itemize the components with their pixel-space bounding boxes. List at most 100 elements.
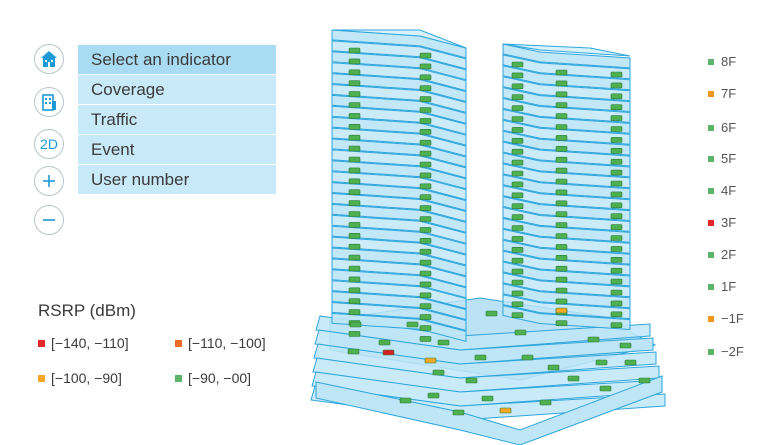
signal-marker bbox=[610, 191, 623, 198]
floor-view-button[interactable] bbox=[34, 87, 64, 117]
signal-marker bbox=[499, 407, 512, 414]
signal-marker bbox=[555, 276, 568, 283]
floor-item-7f[interactable]: 7F bbox=[708, 86, 736, 101]
signal-marker bbox=[348, 102, 361, 108]
view-2d-button[interactable]: 2D bbox=[34, 129, 64, 159]
signal-marker bbox=[610, 235, 623, 241]
signal-marker bbox=[610, 278, 623, 285]
signal-marker bbox=[610, 213, 623, 219]
signal-marker bbox=[599, 385, 612, 392]
right-tower-floor bbox=[502, 43, 631, 69]
zoom-in-button[interactable] bbox=[34, 166, 64, 196]
signal-marker bbox=[511, 148, 524, 155]
signal-marker bbox=[378, 339, 391, 346]
signal-marker bbox=[406, 321, 419, 328]
signal-marker bbox=[348, 298, 361, 305]
signal-marker bbox=[555, 244, 568, 250]
right-tower-floor bbox=[502, 54, 631, 80]
legend-item: [−100, −90] bbox=[38, 370, 122, 386]
signal-marker bbox=[555, 320, 568, 327]
signal-marker bbox=[347, 348, 360, 355]
signal-marker bbox=[610, 289, 623, 296]
floor-item-1f[interactable]: 1F bbox=[708, 279, 736, 294]
menu-item-user-number[interactable]: User number bbox=[78, 165, 276, 195]
signal-marker bbox=[610, 158, 623, 165]
right-tower-roof bbox=[502, 43, 631, 57]
signal-marker bbox=[419, 248, 432, 255]
signal-marker bbox=[587, 336, 600, 343]
floor-item-3f[interactable]: 3F bbox=[708, 215, 736, 230]
left-tower-roof bbox=[331, 29, 467, 49]
legend-swatch bbox=[38, 374, 45, 382]
signal-marker bbox=[348, 233, 361, 239]
signal-marker bbox=[419, 74, 432, 81]
indicator-menu: Select an indicator Coverage Traffic Eve… bbox=[78, 45, 276, 195]
signal-marker bbox=[348, 156, 361, 163]
signal-marker bbox=[555, 178, 568, 185]
signal-marker bbox=[610, 202, 623, 209]
building-3d-button[interactable] bbox=[34, 44, 64, 74]
signal-marker bbox=[511, 170, 524, 177]
signal-marker bbox=[348, 265, 361, 272]
floor-item-6f[interactable]: 6F bbox=[708, 120, 736, 135]
menu-item-select-indicator[interactable]: Select an indicator bbox=[78, 45, 276, 75]
signal-marker bbox=[638, 377, 651, 384]
floor-item-b1[interactable]: −1F bbox=[708, 311, 744, 326]
signal-marker bbox=[511, 236, 524, 242]
signal-marker bbox=[419, 118, 432, 124]
signal-marker bbox=[349, 321, 362, 328]
signal-marker bbox=[511, 203, 524, 209]
signal-marker bbox=[348, 331, 361, 337]
floor-item-8f[interactable]: 8F bbox=[708, 54, 736, 69]
signal-marker bbox=[419, 259, 432, 266]
signal-marker bbox=[511, 127, 524, 133]
signal-marker bbox=[555, 298, 568, 305]
right-tower-floor bbox=[502, 283, 631, 309]
signal-marker bbox=[419, 161, 432, 168]
signal-marker bbox=[555, 124, 568, 130]
signal-marker bbox=[348, 222, 361, 228]
signal-marker bbox=[511, 279, 524, 286]
signal-marker bbox=[610, 93, 623, 100]
right-tower-floor bbox=[502, 86, 631, 113]
floor-item-2f[interactable]: 2F bbox=[708, 247, 736, 262]
zoom-out-button[interactable] bbox=[34, 205, 64, 235]
podium-base bbox=[315, 375, 663, 445]
floor-item-b2[interactable]: −2F bbox=[708, 344, 744, 359]
left-tower-floor bbox=[331, 40, 467, 70]
right-tower-floor bbox=[502, 141, 631, 167]
menu-item-coverage[interactable]: Coverage bbox=[78, 75, 276, 105]
signal-marker bbox=[419, 205, 432, 211]
legend-swatch bbox=[38, 339, 45, 347]
signal-marker bbox=[610, 82, 623, 89]
right-tower-floor bbox=[502, 239, 631, 265]
right-tower-floor bbox=[502, 119, 631, 145]
signal-marker bbox=[419, 129, 432, 135]
signal-marker bbox=[610, 180, 623, 187]
menu-item-traffic[interactable]: Traffic bbox=[78, 105, 276, 135]
signal-marker bbox=[555, 255, 568, 261]
signal-marker bbox=[419, 52, 432, 59]
signal-marker bbox=[348, 80, 361, 86]
signal-marker bbox=[555, 307, 568, 314]
signal-marker bbox=[474, 354, 487, 361]
signal-marker bbox=[555, 211, 568, 217]
signal-marker bbox=[419, 292, 432, 299]
right-tower-floor bbox=[502, 174, 631, 200]
signal-marker bbox=[511, 94, 524, 100]
signal-marker bbox=[419, 314, 432, 320]
signal-marker bbox=[610, 169, 623, 176]
floor-item-4f[interactable]: 4F bbox=[708, 183, 736, 198]
signal-markers bbox=[347, 47, 651, 416]
signal-marker bbox=[610, 322, 623, 329]
signal-marker bbox=[348, 287, 361, 294]
signal-marker bbox=[432, 369, 445, 376]
signal-marker bbox=[511, 214, 524, 220]
signal-marker bbox=[419, 63, 432, 70]
signal-marker bbox=[610, 267, 623, 274]
right-tower-floor bbox=[502, 130, 631, 156]
signal-marker bbox=[539, 399, 552, 406]
signal-marker bbox=[555, 80, 568, 87]
floor-item-5f[interactable]: 5F bbox=[708, 151, 736, 166]
menu-item-event[interactable]: Event bbox=[78, 135, 276, 165]
